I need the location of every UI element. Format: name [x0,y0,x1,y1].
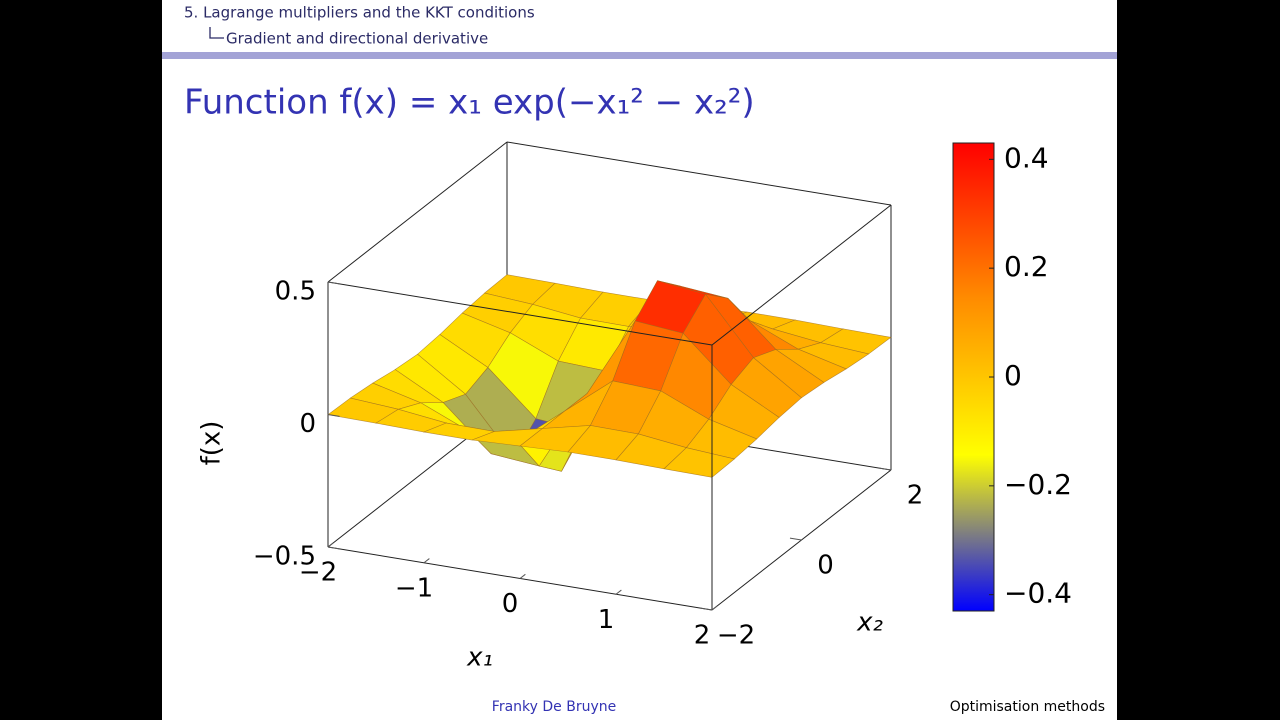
section-title: 5. Lagrange multipliers and the KKT cond… [184,4,535,22]
x-tick-label: 2 [694,621,711,651]
box-edge [711,204,892,346]
x-tick-label: −1 [395,573,433,603]
footer-course: Optimisation methods [950,699,1105,715]
y-axis-label: x₂ [856,608,883,638]
x-tick-label: 0 [502,589,519,619]
subsection-title: Gradient and directional derivative [226,30,488,48]
header-bar [162,52,1117,59]
footer-author: Franky De Bruyne [492,699,616,715]
x-tick [711,605,718,611]
y-tick-label: −2 [717,621,755,651]
z-tick-label: 0 [299,409,316,439]
colorbar [952,142,995,612]
x-tick-label: 1 [598,605,615,635]
y-tick-label: 0 [817,551,834,581]
x-tick-label: −2 [299,558,337,588]
box-edge [327,141,508,283]
colorbar-tick-label: −0.4 [1004,577,1072,610]
y-tick [879,467,892,471]
colorbar-tick-label: 0.4 [1004,141,1049,174]
chart-title: Function f(x) = x₁ exp(−x₁² − x₂²) [184,83,755,123]
y-tick [700,607,713,611]
colorbar-tick-label: 0 [1004,359,1022,392]
z-tick [327,546,340,550]
y-tick-label: 2 [907,481,924,511]
box-edge [506,141,892,206]
z-tick [327,281,340,285]
x-tick [615,589,622,595]
colorbar-tick-label: −0.2 [1004,468,1072,501]
x-tick [519,573,526,579]
z-tick [327,414,340,417]
z-tick-label: −0.5 [253,542,316,572]
y-tick [789,537,802,541]
colorbar-tick-label: 0.2 [1004,250,1049,283]
x-tick [327,542,334,548]
z-axis-label: f(x) [197,421,227,466]
x-axis-label: x₁ [466,643,493,673]
box-edge [327,281,713,346]
x-tick [423,558,430,564]
surface-patch [663,447,736,478]
z-tick-label: 0.5 [275,277,316,307]
tree-connector [209,27,224,39]
